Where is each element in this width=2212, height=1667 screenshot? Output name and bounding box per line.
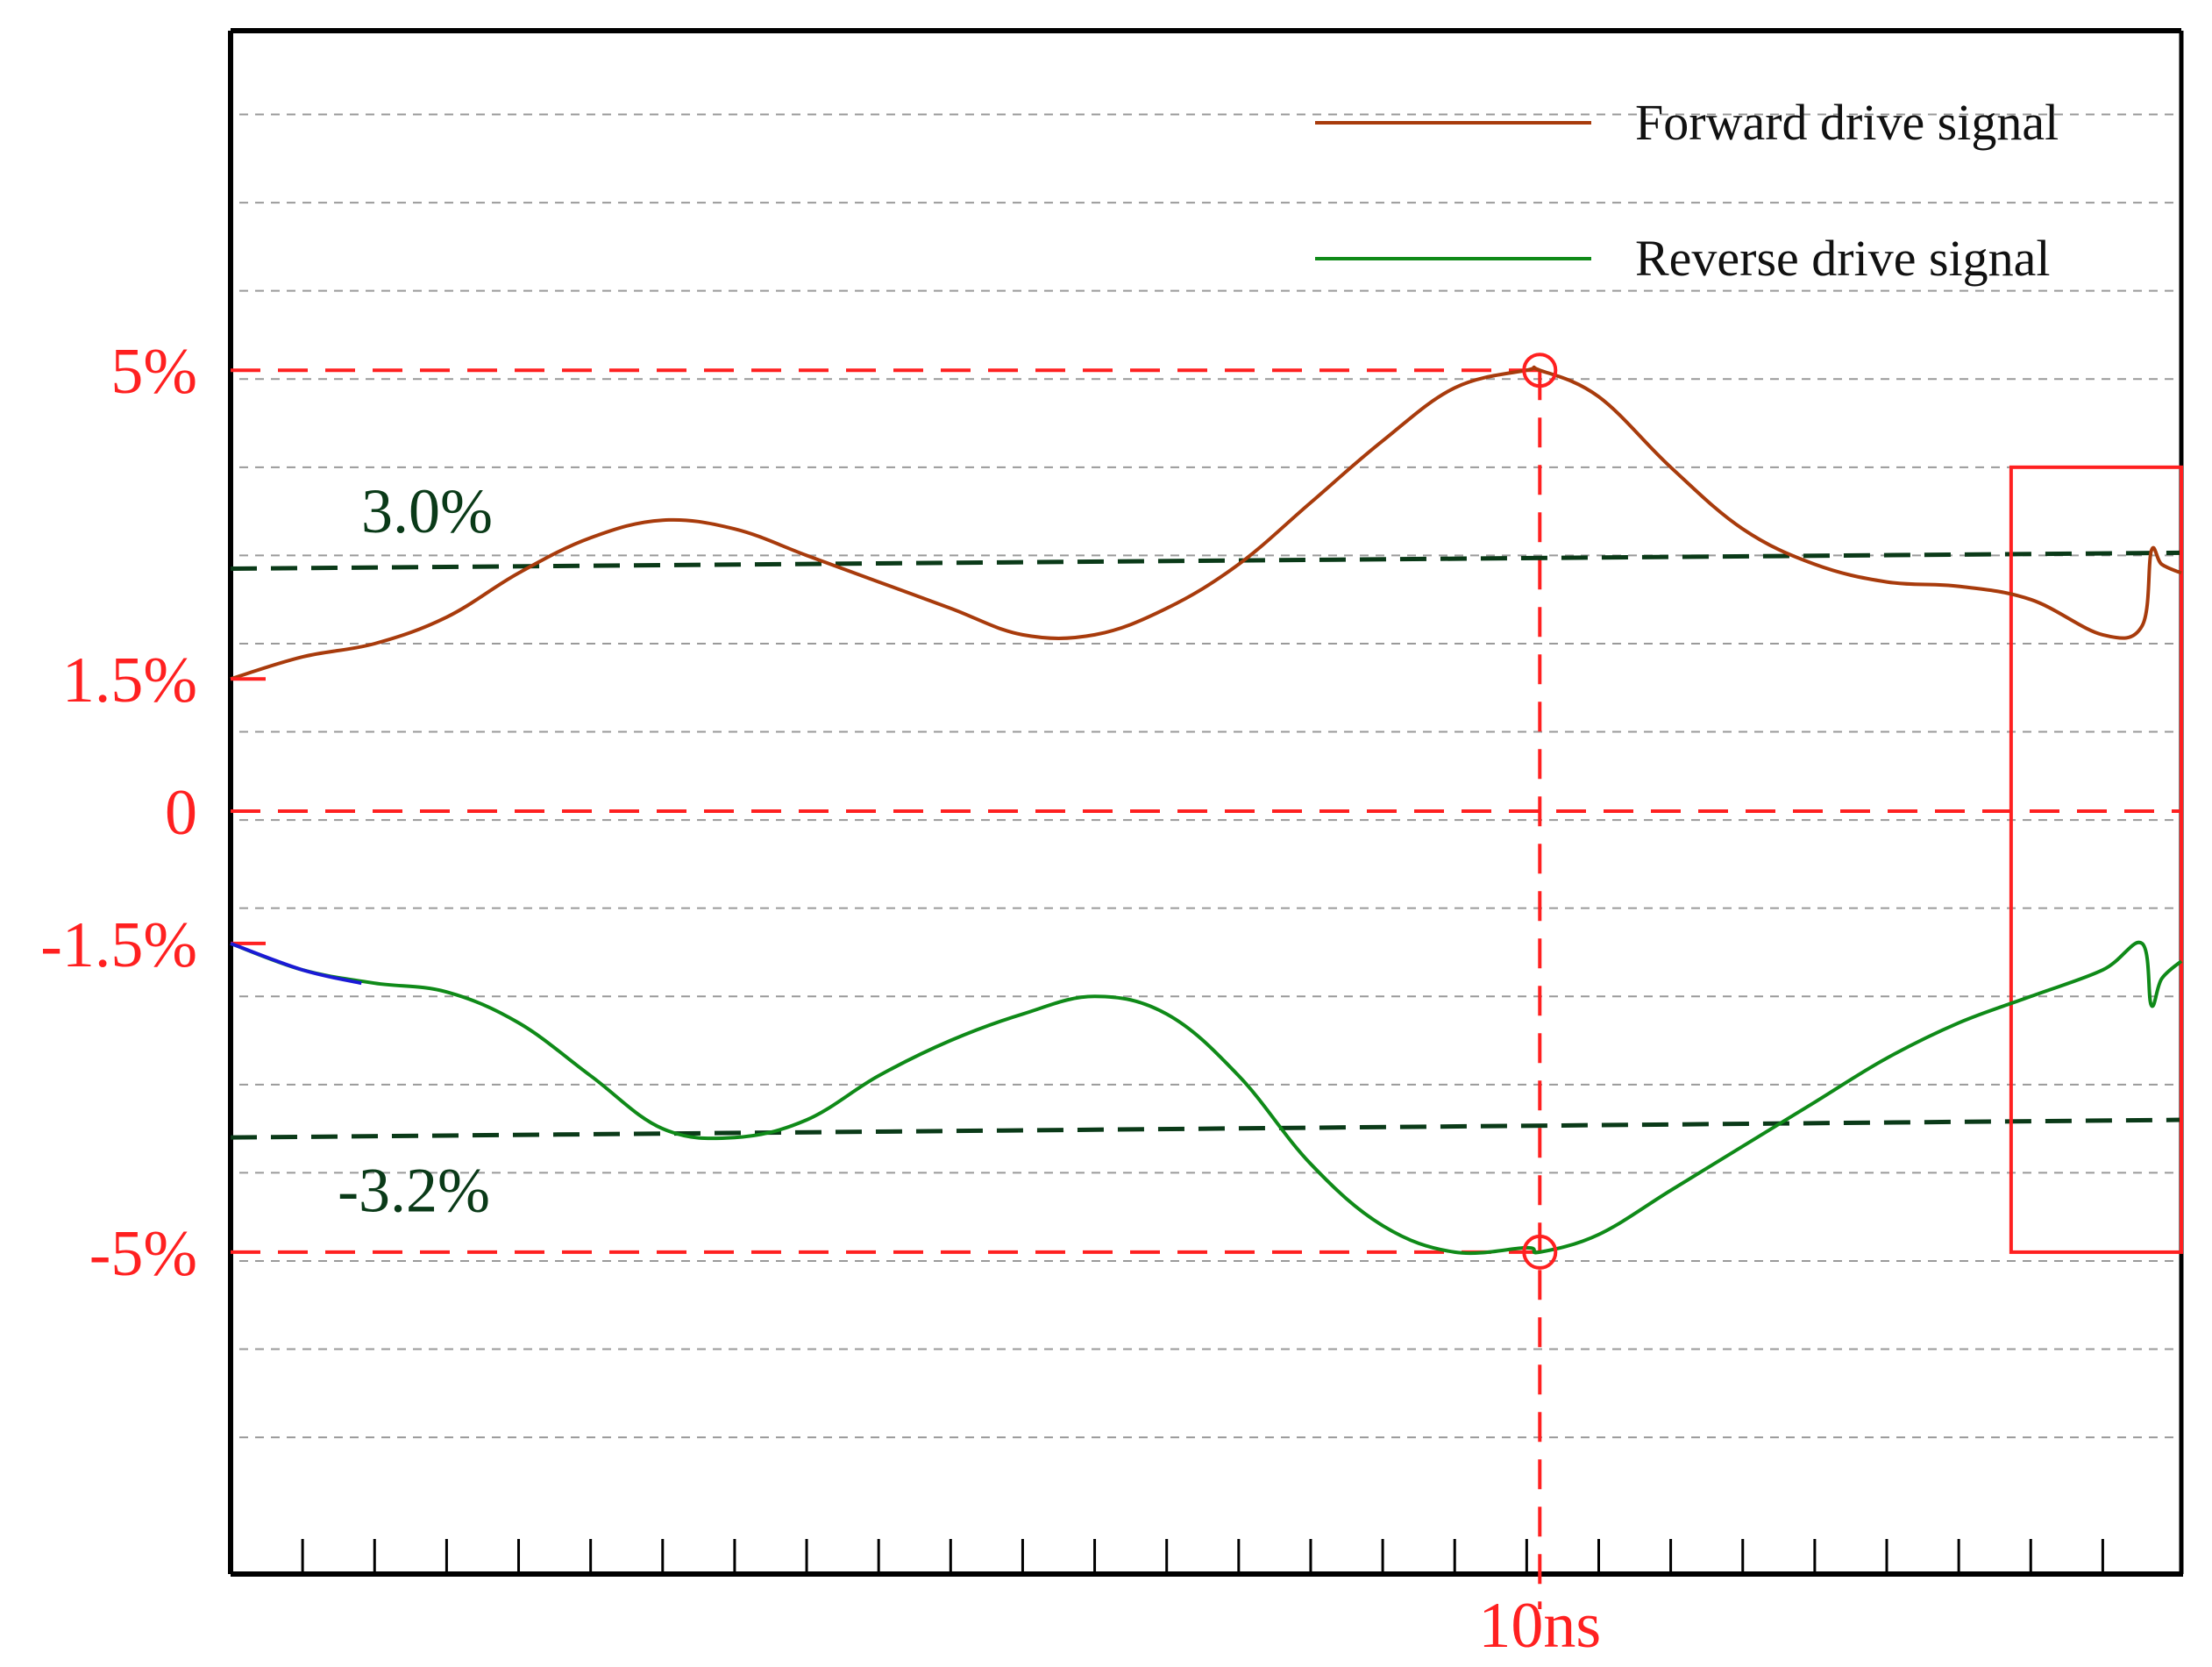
legend-label: Forward drive signal [1635,94,2059,151]
y-tick-label: 5% [110,336,197,408]
series-lines [230,365,2183,1256]
grid-lines [239,113,2177,1439]
series-line [230,365,2182,681]
segment-overlay [230,942,362,986]
average-line [230,1117,2182,1140]
y-tick-label: 0 [165,777,197,849]
legend-label: Reverse drive signal [1635,230,2051,287]
peak-marker [1522,1234,1558,1270]
x-minor-ticks [301,1539,2104,1574]
peak-markers [1522,353,1558,1270]
x-tick-label: 10ns [1478,1590,1601,1662]
y-tick-labels: 5% 1.5% 0 -1.5% -5% [40,336,197,1290]
average-lines [230,550,2182,1140]
legend: Forward drive signal Reverse drive signal [1315,94,2059,287]
y-tick-label: -5% [89,1218,197,1290]
peak-marker [1522,353,1558,388]
average-annotation: -3.2% [338,1156,490,1226]
y-tick-label: 1.5% [62,645,197,716]
segment-overlays [230,942,362,986]
x-tick-labels: 10ns [1478,1590,1601,1662]
y-tick-label: -1.5% [40,909,197,981]
average-annotation: 3.0% [361,476,493,546]
series-line [230,940,2183,1256]
highlight-rectangle [2009,465,2184,1254]
reference-lines [231,368,2181,1609]
average-line [230,550,2182,571]
highlight-box [2009,465,2184,1254]
annotations: 3.0% -3.2% [338,476,493,1225]
